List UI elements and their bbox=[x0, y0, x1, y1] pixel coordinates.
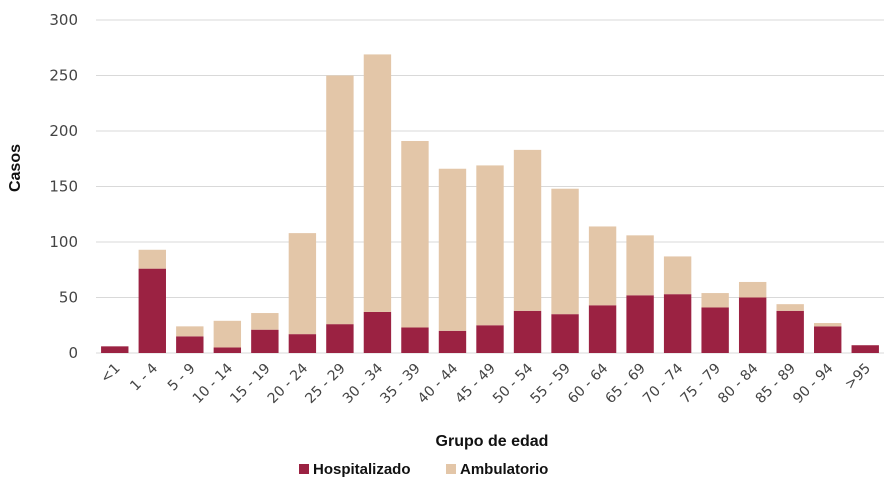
x-tick-label: >95 bbox=[842, 361, 874, 393]
x-tick-label: 85 - 89 bbox=[753, 361, 799, 407]
x-tick-label: 15 - 19 bbox=[227, 361, 273, 407]
bar-ambulatorio-15 bbox=[663, 256, 692, 295]
bar-ambulatorio-1 bbox=[138, 249, 166, 269]
x-tick-label: 70 - 74 bbox=[640, 360, 686, 406]
x-tick-label: 65 - 69 bbox=[603, 361, 649, 407]
bar-hospitalizado-8 bbox=[401, 327, 429, 353]
bar-hospitalizado-4 bbox=[251, 329, 279, 353]
bar-hospitalizado-20 bbox=[851, 345, 879, 353]
x-tick-label: 75 - 79 bbox=[678, 361, 724, 407]
legend-label-hospitalizado: Hospitalizado bbox=[313, 461, 411, 477]
bar-ambulatorio-6 bbox=[326, 75, 354, 325]
y-tick-label: 0 bbox=[68, 344, 78, 362]
y-axis-title: Casos bbox=[7, 144, 24, 192]
x-tick-label: 1 - 4 bbox=[127, 360, 161, 394]
legend-swatch-hospitalizado bbox=[299, 464, 309, 474]
x-tick-label: 60 - 64 bbox=[565, 360, 611, 406]
bar-hospitalizado-2 bbox=[176, 336, 204, 353]
x-tick-label: 10 - 14 bbox=[190, 360, 236, 406]
bar-hospitalizado-10 bbox=[476, 325, 504, 353]
bar-ambulatorio-11 bbox=[513, 149, 542, 311]
bar-hospitalizado-1 bbox=[138, 268, 166, 353]
bar-hospitalizado-15 bbox=[663, 294, 692, 353]
bar-ambulatorio-14 bbox=[626, 235, 654, 296]
y-tick-label: 300 bbox=[49, 11, 78, 29]
y-tick-label: 50 bbox=[59, 289, 78, 307]
bar-ambulatorio-12 bbox=[551, 188, 579, 315]
x-tick-label: 90 - 94 bbox=[790, 360, 836, 406]
x-tick-label: 50 - 54 bbox=[490, 360, 536, 406]
bar-ambulatorio-5 bbox=[288, 233, 317, 335]
bar-hospitalizado-7 bbox=[363, 311, 392, 353]
legend: Hospitalizado Ambulatorio bbox=[299, 461, 548, 477]
bar-hospitalizado-9 bbox=[438, 330, 467, 353]
x-tick-label: 25 - 29 bbox=[302, 361, 348, 407]
legend-label-ambulatorio: Ambulatorio bbox=[460, 461, 548, 477]
bar-hospitalizado-13 bbox=[588, 305, 617, 353]
x-axis-title: Grupo de edad bbox=[436, 433, 549, 450]
bar-ambulatorio-8 bbox=[401, 140, 429, 328]
bar-hospitalizado-16 bbox=[701, 307, 729, 353]
bar-hospitalizado-5 bbox=[288, 334, 317, 353]
bar-hospitalizado-11 bbox=[513, 310, 542, 353]
x-tick-label: 30 - 34 bbox=[340, 360, 386, 406]
bar-ambulatorio-4 bbox=[251, 313, 279, 330]
x-tick-label: 35 - 39 bbox=[377, 361, 423, 407]
x-tick-label: 40 - 44 bbox=[415, 360, 461, 406]
y-tick-label: 150 bbox=[49, 178, 78, 196]
bar-hospitalizado-14 bbox=[626, 295, 654, 353]
x-tick-label: 45 - 49 bbox=[452, 361, 498, 407]
bar-hospitalizado-17 bbox=[738, 297, 767, 353]
bar-hospitalizado-0 bbox=[101, 346, 129, 353]
x-tick-label: <1 bbox=[98, 361, 124, 387]
bar-ambulatorio-18 bbox=[776, 304, 804, 311]
bar-hospitalizado-3 bbox=[213, 347, 242, 353]
x-tick-label: 5 - 9 bbox=[165, 361, 199, 395]
bar-ambulatorio-2 bbox=[176, 326, 204, 337]
x-tick-label: 55 - 59 bbox=[527, 361, 573, 407]
bar-ambulatorio-3 bbox=[213, 320, 242, 348]
bar-ambulatorio-10 bbox=[476, 165, 504, 326]
y-tick-label: 200 bbox=[49, 122, 78, 140]
bar-ambulatorio-19 bbox=[814, 323, 842, 327]
bar-ambulatorio-16 bbox=[701, 293, 729, 308]
y-axis-ticks: 0 50 100 150 200 250 300 bbox=[49, 11, 78, 362]
bar-hospitalizado-6 bbox=[326, 324, 354, 353]
y-tick-label: 250 bbox=[49, 67, 78, 85]
bar-ambulatorio-9 bbox=[438, 168, 467, 331]
bar-hospitalizado-12 bbox=[551, 314, 579, 353]
bar-hospitalizado-19 bbox=[814, 326, 842, 353]
bar-ambulatorio-7 bbox=[363, 54, 392, 312]
bar-ambulatorio-17 bbox=[738, 281, 767, 298]
bar-ambulatorio-13 bbox=[588, 226, 617, 306]
bar-hospitalizado-18 bbox=[776, 310, 804, 353]
y-tick-label: 100 bbox=[49, 233, 78, 251]
x-tick-label: 80 - 84 bbox=[715, 360, 761, 406]
bars bbox=[101, 54, 879, 353]
legend-swatch-ambulatorio bbox=[446, 464, 456, 474]
x-tick-label: 20 - 24 bbox=[265, 360, 311, 406]
